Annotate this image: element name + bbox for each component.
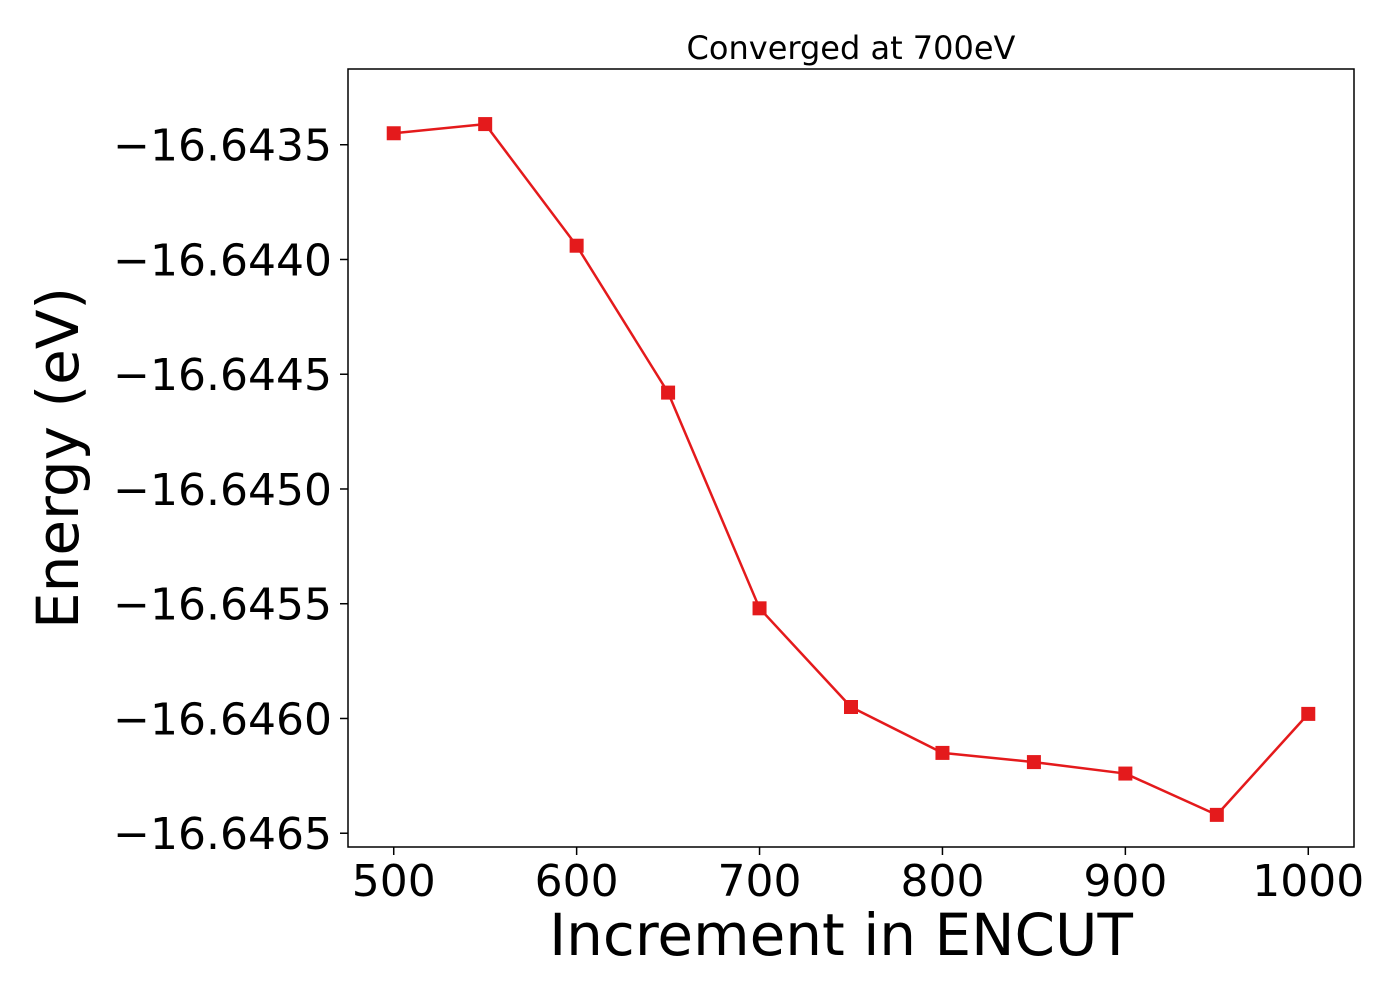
x-axis-title: Increment in ENCUT — [549, 901, 1133, 969]
data-point-marker — [1301, 706, 1316, 721]
plot-frame — [347, 68, 1355, 848]
data-point-marker — [935, 745, 950, 760]
y-tick-label: −16.6455 — [113, 580, 332, 631]
y-tick-label: −16.6450 — [113, 465, 332, 516]
y-tick-label: −16.6440 — [113, 235, 332, 286]
data-point-marker — [386, 126, 401, 141]
data-point-marker — [569, 238, 584, 253]
y-tick-label: −16.6460 — [113, 694, 332, 745]
x-tick-label: 1000 — [1252, 856, 1364, 907]
x-tick-label: 500 — [352, 856, 436, 907]
y-tick-label: −16.6435 — [113, 121, 332, 172]
y-axis-ticks: −16.6435 −16.6440 −16.6445 −16.6450 −16.6455… — [113, 121, 348, 860]
x-tick-label: 800 — [900, 856, 984, 907]
data-point-marker — [661, 385, 676, 400]
y-tick-label: −16.6465 — [113, 809, 332, 860]
data-point-marker — [752, 601, 767, 616]
x-tick-label: 900 — [1083, 856, 1167, 907]
plot-area — [386, 117, 1316, 822]
data-point-marker — [478, 117, 493, 132]
y-axis-title: Energy (eV) — [24, 287, 92, 629]
x-tick-label: 600 — [535, 856, 619, 907]
data-point-marker — [844, 700, 858, 715]
x-tick-label: 700 — [718, 856, 802, 907]
data-point-marker — [1118, 766, 1133, 781]
y-tick-label: −16.6445 — [113, 350, 332, 401]
data-point-marker — [1209, 807, 1224, 822]
data-point-marker — [1026, 755, 1041, 770]
x-axis-ticks: 500 600 700 800 900 1000 — [352, 847, 1364, 907]
chart-title: Converged at 700eV — [687, 29, 1016, 67]
